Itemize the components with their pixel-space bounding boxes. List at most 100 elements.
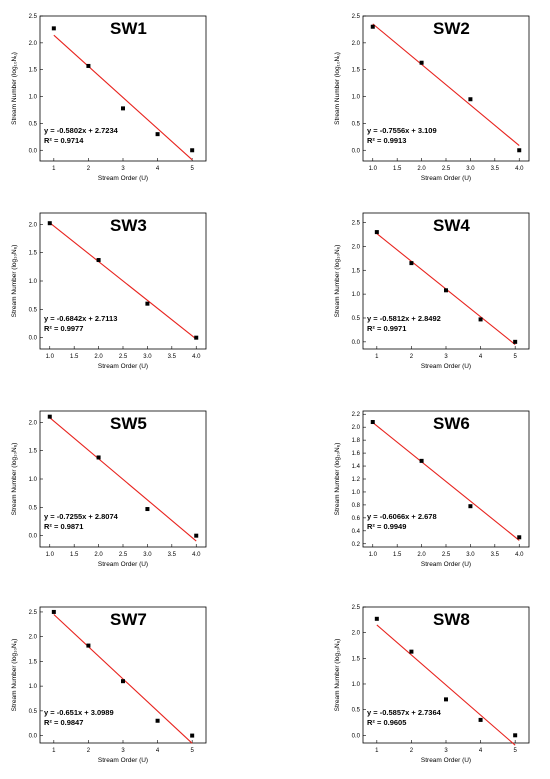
- x-tick-label: 2.0: [417, 552, 426, 558]
- y-axis-label: Stream Number (log₁₀Nᵤ): [334, 245, 341, 318]
- data-point: [444, 697, 448, 702]
- data-point: [190, 148, 195, 153]
- y-tick-label: 2.5: [352, 14, 361, 20]
- y-tick-label: 2.0: [29, 420, 38, 426]
- x-tick-label: 2.0: [94, 354, 103, 360]
- x-tick-label: 4.0: [515, 552, 524, 558]
- chart-panel-7: 0.0 0.5 1.0 1.5 2.0 2.5 1 2 3 4 5 Stream Order (U) S…: [11, 606, 207, 764]
- r-squared-label: R² = 0.9605: [367, 718, 406, 727]
- y-axis-label: Stream Number (log₁₀Nᵤ): [11, 245, 18, 318]
- x-axis-label: Stream Order (U): [98, 175, 148, 182]
- chart-panel-4: 0.0 0.5 1.0 1.5 2.0 2.5 1 2 3 4 5 Stream Order (U) S…: [334, 212, 530, 370]
- x-tick-label: 1.5: [70, 552, 79, 558]
- x-tick-label: 4: [156, 748, 160, 754]
- y-tick-label: 2.5: [352, 221, 361, 227]
- data-point: [444, 288, 448, 293]
- data-point: [96, 258, 101, 263]
- y-tick-label: 0.2: [352, 542, 361, 548]
- y-tick-label: 0.0: [29, 336, 38, 342]
- y-tick-label: 2.5: [29, 610, 38, 616]
- x-tick-label: 2.5: [119, 552, 128, 558]
- data-point: [51, 26, 56, 31]
- data-point: [96, 455, 101, 460]
- regression-equation: y = -0.6066x + 2.678: [367, 512, 437, 521]
- y-tick-label: 2.0: [352, 425, 361, 431]
- x-tick-label: 4.0: [515, 166, 524, 172]
- y-tick-label: 1.5: [29, 659, 38, 665]
- x-axis-label: Stream Order (U): [421, 757, 471, 764]
- x-tick-label: 1.0: [369, 552, 378, 558]
- data-point: [468, 504, 473, 509]
- y-tick-label: 1.0: [352, 682, 361, 688]
- chart-panel-3: 0.0 0.5 1.0 1.5 2.0 1.0 1.5 2.0 2.5 3.0 3.5 4.0 Stre…: [11, 212, 207, 370]
- y-tick-label: 1.0: [352, 490, 361, 496]
- data-point: [86, 63, 91, 68]
- y-tick-label: 1.2: [352, 477, 361, 483]
- x-tick-label: 1: [375, 354, 379, 360]
- y-tick-label: 0.0: [29, 534, 38, 540]
- y-tick-label: 0.4: [352, 529, 361, 535]
- chart-title: SW4: [433, 216, 470, 235]
- y-tick-label: 2.2: [352, 412, 361, 418]
- x-tick-label: 2.5: [442, 552, 451, 558]
- y-tick-label: 0.5: [352, 121, 361, 127]
- x-axis-label: Stream Order (U): [98, 363, 148, 370]
- x-tick-label: 3.0: [466, 552, 475, 558]
- x-tick-label: 3.5: [491, 552, 500, 558]
- x-tick-label: 3.0: [143, 552, 152, 558]
- data-point: [51, 609, 56, 614]
- x-tick-label: 3.0: [466, 166, 475, 172]
- y-tick-label: 2.0: [29, 222, 38, 228]
- x-tick-label: 4.0: [192, 552, 201, 558]
- chart-panel-8: 0.0 0.5 1.0 1.5 2.0 2.5 1 2 3 4 5 Stream Order (U) S…: [334, 605, 530, 764]
- y-tick-label: 0.8: [352, 503, 361, 509]
- data-point: [419, 60, 424, 65]
- data-point: [86, 643, 91, 648]
- y-tick-label: 1.5: [29, 251, 38, 257]
- y-tick-label: 0.0: [352, 733, 361, 739]
- data-point: [155, 718, 160, 723]
- x-axis-label: Stream Order (U): [421, 363, 471, 370]
- r-squared-label: R² = 0.9971: [367, 324, 406, 333]
- x-tick-label: 3.0: [143, 354, 152, 360]
- y-tick-label: 1.6: [352, 451, 361, 457]
- regression-line: [376, 624, 516, 746]
- regression-line: [49, 417, 197, 542]
- y-tick-label: 2.0: [352, 244, 361, 250]
- data-point: [190, 733, 195, 738]
- data-point: [409, 649, 414, 654]
- chart-title: SW1: [110, 19, 147, 38]
- x-tick-label: 4: [156, 166, 160, 172]
- x-axis-label: Stream Order (U): [421, 175, 471, 182]
- data-point: [370, 24, 375, 29]
- chart-title: SW3: [110, 216, 147, 235]
- y-tick-label: 1.0: [29, 95, 38, 101]
- x-axis-label: Stream Order (U): [98, 757, 148, 764]
- y-tick-label: 1.0: [29, 684, 38, 690]
- y-tick-label: 0.5: [29, 307, 38, 313]
- regression-line: [372, 422, 520, 541]
- regression-equation: y = -0.651x + 3.0989: [44, 708, 114, 717]
- x-tick-label: 1.5: [70, 354, 79, 360]
- y-tick-label: 0.0: [29, 148, 38, 154]
- y-tick-label: 2.5: [352, 605, 361, 611]
- x-tick-label: 5: [190, 748, 194, 754]
- data-point: [419, 458, 424, 463]
- y-tick-label: 0.5: [29, 121, 38, 127]
- chart-panel-1: 0.0 0.5 1.0 1.5 2.0 2.5 1 2 3 4 5 Stream Order (U) S…: [11, 14, 207, 182]
- chart-panel-2: 0.0 0.5 1.0 1.5 2.0 2.5 1.0 1.5 2.0 2.5 3.0 3.5 4.0 S…: [334, 14, 530, 182]
- x-tick-label: 2: [87, 166, 91, 172]
- y-tick-label: 1.8: [352, 438, 361, 444]
- data-point: [47, 414, 52, 419]
- regression-equation: y = -0.7255x + 2.8074: [44, 512, 119, 521]
- regression-line: [49, 222, 197, 340]
- data-point: [121, 679, 125, 684]
- chart-title: SW8: [433, 610, 470, 629]
- y-tick-label: 1.4: [352, 464, 361, 470]
- y-tick-label: 0.5: [29, 709, 38, 715]
- x-tick-label: 3.5: [168, 552, 177, 558]
- y-tick-label: 1.5: [29, 449, 38, 455]
- y-tick-label: 0.5: [29, 505, 38, 511]
- y-tick-label: 2.0: [29, 635, 38, 641]
